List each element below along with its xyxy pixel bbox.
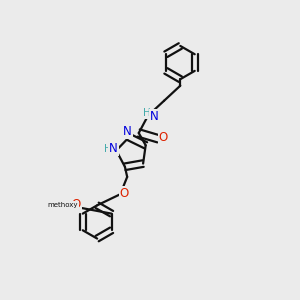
Text: methoxy: methoxy <box>48 202 78 208</box>
Text: N: N <box>123 125 132 138</box>
Text: O: O <box>120 187 129 200</box>
Text: N: N <box>109 142 118 155</box>
Text: H: H <box>103 144 111 154</box>
Text: O: O <box>72 198 81 211</box>
Text: N: N <box>150 110 159 123</box>
Text: H: H <box>143 108 151 118</box>
Text: O: O <box>159 131 168 144</box>
